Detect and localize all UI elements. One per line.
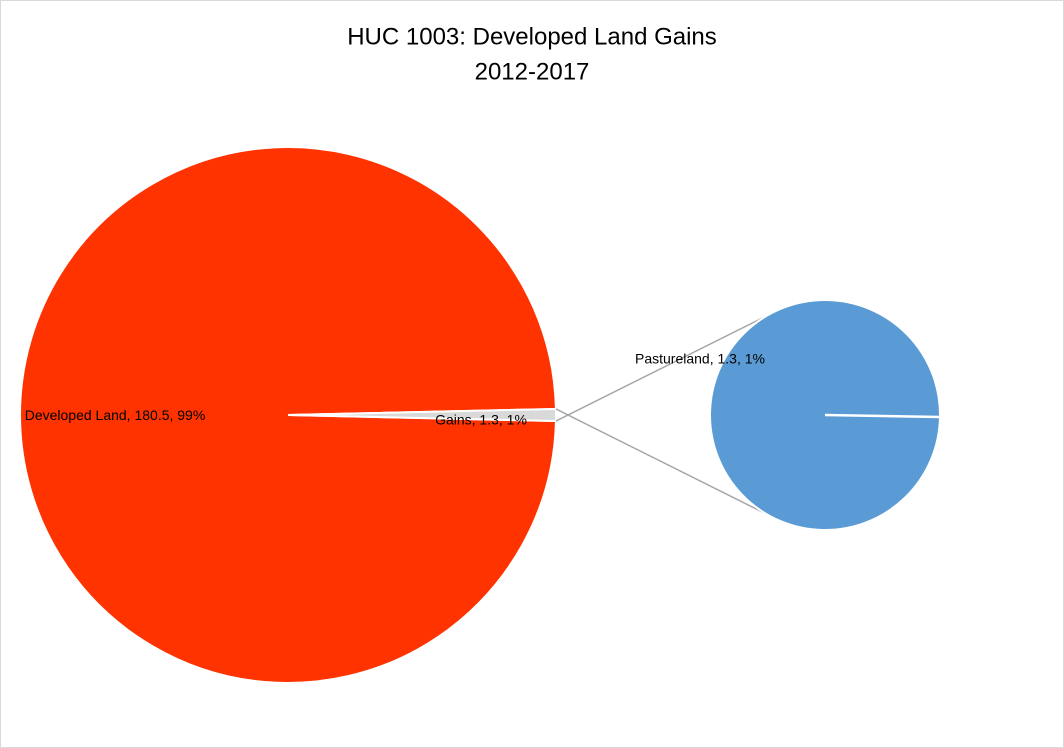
pie-slice [19, 146, 557, 684]
connector-line [555, 314, 768, 422]
data-label: Pastureland, 1.3, 1% [635, 351, 765, 367]
data-label: Gains, 1.3, 1% [435, 412, 527, 428]
data-label: Developed Land, 180.5, 99% [24, 407, 206, 423]
connector-line [555, 408, 768, 516]
chart-title: HUC 1003: Developed Land Gains [347, 23, 717, 50]
chart-subtitle: 2012-2017 [475, 58, 590, 85]
data-label-text: Developed Land, 180.5, 99% [24, 407, 206, 423]
slice-divider [824, 413, 941, 419]
